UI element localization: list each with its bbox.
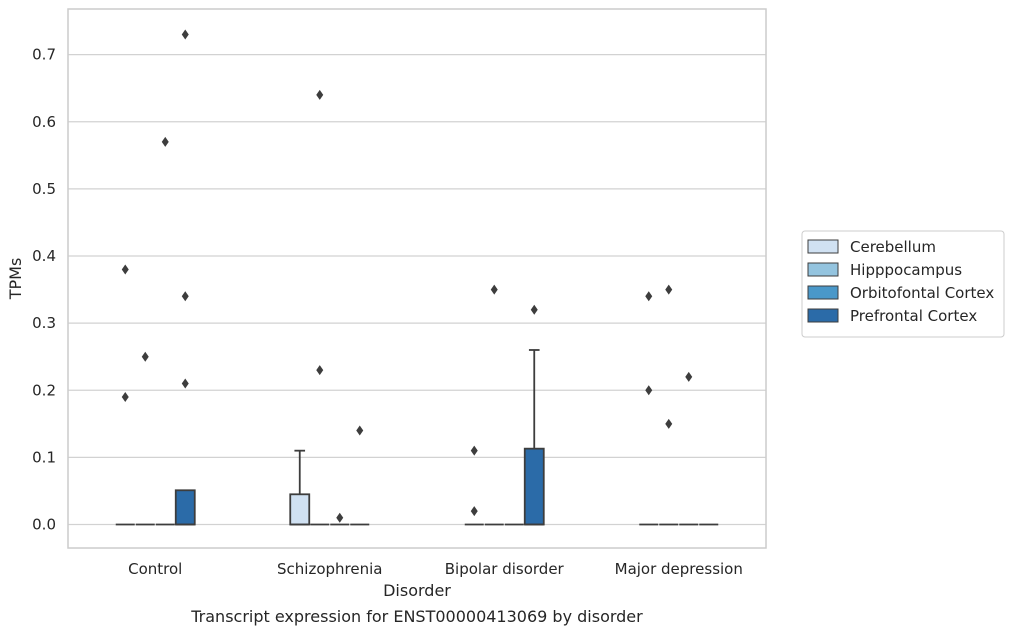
y-tick-label: 0.5 <box>32 180 56 198</box>
outlier-point <box>181 291 189 302</box>
x-tick-label: Major depression <box>615 560 743 578</box>
legend-swatch <box>807 285 839 300</box>
legend-swatch <box>807 239 839 254</box>
legend-entry-label: Cerebellum <box>850 238 936 256</box>
y-tick-label: 0.0 <box>32 516 56 534</box>
outlier-point <box>141 351 149 362</box>
outlier-point <box>121 391 129 402</box>
outlier-point <box>316 89 324 100</box>
outlier-point <box>161 136 169 147</box>
outlier-point <box>665 284 673 295</box>
outlier-point <box>316 365 324 376</box>
outlier-point <box>645 385 653 396</box>
y-axis-label: TPMs <box>6 258 25 301</box>
outlier-point <box>470 506 478 517</box>
outlier-point <box>645 291 653 302</box>
box <box>174 489 196 526</box>
outlier-point <box>356 425 364 436</box>
box <box>523 447 545 526</box>
legend: Cerebellum Hipppocampus Orbitofontal Corte… <box>801 230 1005 338</box>
box <box>289 493 311 526</box>
legend-swatch <box>807 308 839 323</box>
x-axis-label: Disorder <box>383 581 451 600</box>
y-tick-label: 0.3 <box>32 314 56 332</box>
y-tick-label: 0.4 <box>32 247 56 265</box>
outlier-point <box>665 418 673 429</box>
y-tick-label: 0.1 <box>32 448 56 466</box>
x-tick-label: Control <box>128 560 182 578</box>
outlier-point <box>685 371 693 382</box>
legend-entry-label: Orbitofontal Cortex <box>850 284 994 302</box>
legend-entry-label: Hipppocampus <box>850 261 962 279</box>
plot-frame <box>67 8 767 549</box>
chart-caption: Transcript expression for ENST0000041306… <box>190 607 643 626</box>
outlier-point <box>530 304 538 315</box>
legend-frame <box>801 230 1005 338</box>
legend-swatch <box>807 262 839 277</box>
x-tick-label: Schizophrenia <box>277 560 382 578</box>
outlier-point <box>336 512 344 523</box>
outlier-point <box>121 264 129 275</box>
y-tick-label: 0.7 <box>32 46 56 64</box>
outlier-point <box>470 445 478 456</box>
y-tick-label: 0.6 <box>32 113 56 131</box>
outlier-point <box>490 284 498 295</box>
outlier-point <box>181 378 189 389</box>
x-tick-label: Bipolar disorder <box>445 560 565 578</box>
y-tick-label: 0.2 <box>32 381 56 399</box>
legend-entry-label: Prefrontal Cortex <box>850 307 977 325</box>
outlier-point <box>181 29 189 40</box>
